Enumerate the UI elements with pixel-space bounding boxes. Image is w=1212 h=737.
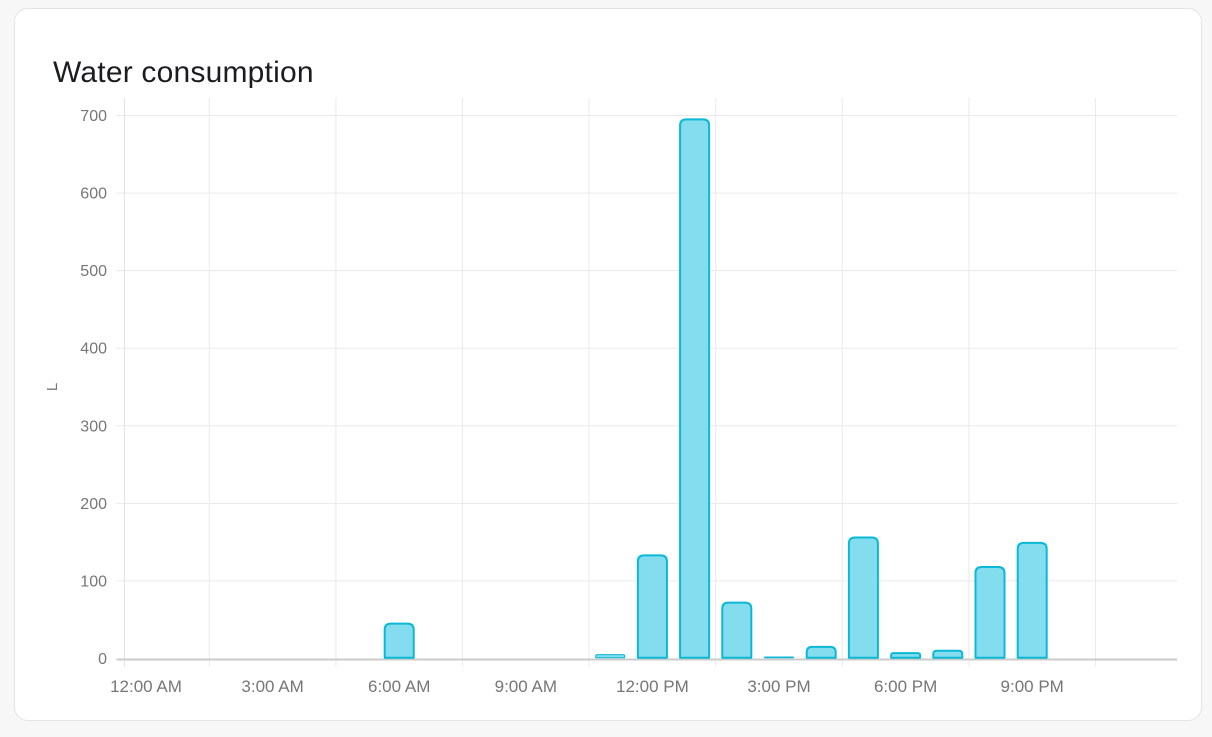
x-axis-tick-label: 9:00 AM [495,677,557,696]
bar-1-00-pm[interactable] [679,118,711,659]
y-axis-tick-label: 100 [80,573,107,590]
bar-8-00-pm[interactable] [974,565,1006,659]
bar-6-00-am[interactable] [383,622,415,659]
bar-2-00-pm[interactable] [721,601,753,659]
bar-7-00-pm[interactable] [932,649,964,659]
x-axis-tick-label: 6:00 AM [368,677,430,696]
bar-11-00-am[interactable] [595,654,626,659]
y-axis-tick-label: 600 [80,186,107,203]
y-axis-tick-label: 0 [98,651,107,668]
water-consumption-card: Water consumption [14,8,1202,721]
chart-title: Water consumption [53,56,314,89]
bar-4-00-pm[interactable] [805,645,837,659]
bar-9-00-pm[interactable] [1016,541,1048,659]
y-axis-tick-label: 400 [80,341,107,358]
bar-12-00-pm[interactable] [636,554,668,659]
y-axis-unit-label: L [44,383,61,391]
y-axis-tick-label: 300 [80,418,107,435]
y-axis-tick-label: 700 [80,108,107,125]
x-axis-tick-label: 6:00 PM [874,677,937,696]
x-axis-tick-label: 12:00 AM [110,677,182,696]
y-axis-tick-label: 500 [80,263,107,280]
x-axis-tick-label: 3:00 PM [747,677,810,696]
x-axis-tick-label: 3:00 AM [241,677,303,696]
x-axis-tick-label: 9:00 PM [1001,677,1064,696]
bar-3-00-pm[interactable] [764,656,794,659]
x-axis-tick-label: 12:00 PM [616,677,689,696]
y-axis-tick-label: 200 [80,496,107,513]
bar-6-00-pm[interactable] [890,652,922,659]
bar-5-00-pm[interactable] [847,536,879,659]
